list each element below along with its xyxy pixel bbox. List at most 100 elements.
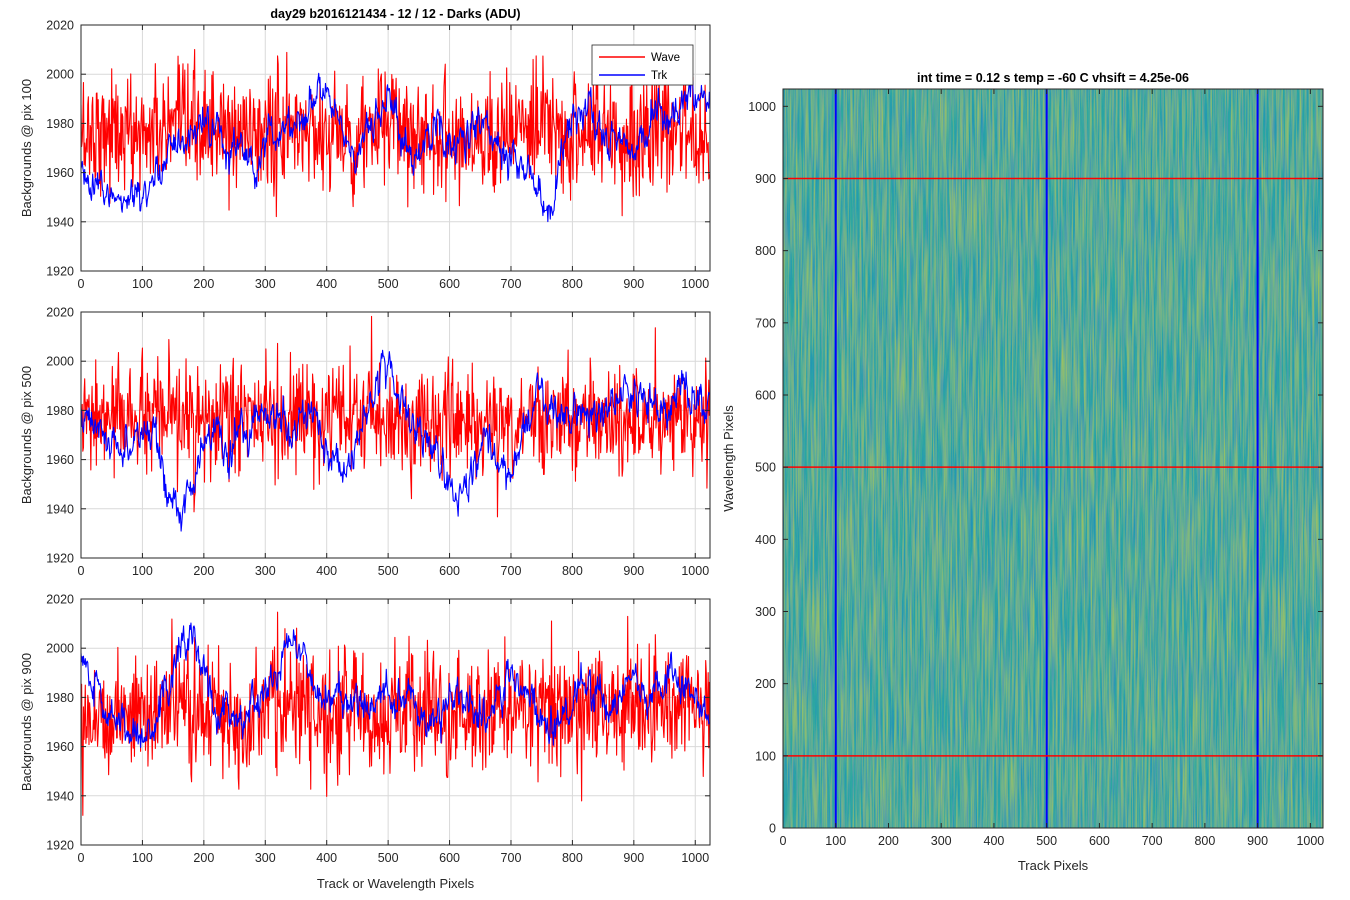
x-tick-label: 0 [78,851,85,865]
y-tick-label: 1940 [46,789,74,803]
x-tick-label: 100 [132,851,153,865]
heatmap-x-tick-label: 1000 [1296,834,1324,848]
x-tick-label: 700 [501,564,522,578]
heatmap-y-tick-label: 500 [755,461,776,475]
heatmap-x-tick-label: 700 [1142,834,1163,848]
axes-box [80,598,711,846]
y-axis-label: Backgrounds @ pix 100 [19,79,34,217]
x-tick-label: 1000 [681,851,709,865]
x-tick-label: 0 [78,277,85,291]
y-tick-label: 2000 [46,642,74,656]
y-tick-label: 2020 [46,306,74,320]
heatmap-y-tick-label: 0 [769,822,776,836]
x-tick-label: 700 [501,851,522,865]
y-tick-label: 1980 [46,691,74,705]
heatmap-title: int time = 0.12 s temp = -60 C vhsift = … [917,71,1189,85]
series-group [81,611,710,816]
legend-wave-label: Wave [651,52,680,64]
x-tick-label: 300 [255,851,276,865]
series-line-trk [81,72,710,223]
x-tick-label: 1000 [681,277,709,291]
y-tick-label: 2020 [46,593,74,607]
x-tick-label: 500 [378,277,399,291]
heatmap-x-tick-label: 500 [1036,834,1057,848]
series-group [81,315,710,532]
y-tick-label: 1960 [46,166,74,180]
axes-box [80,24,711,272]
heatmap-x-tick-label: 0 [780,834,787,848]
series-line-trk [81,622,710,749]
x-tick-label: 100 [132,564,153,578]
heatmap-lines [783,89,1323,828]
x-tick-label: 800 [562,277,583,291]
heatmap-y-tick-label: 800 [755,244,776,258]
legend-trk-label: Trk [651,70,667,82]
line-panel-3: 0 100 200 300 400 500 600 700 800 900 1000 1920 1940… [19,593,711,891]
heatmap-panel: 0 100 200 300 400 500 600 700 800 900 1000 0 100 200 3… [721,71,1324,873]
x-tick-label: 700 [501,277,522,291]
heatmap-x-tick-label: 400 [984,834,1005,848]
heatmap-xlabel: Track Pixels [1018,858,1089,873]
y-tick-label: 1980 [46,404,74,418]
x-tick-label: 500 [378,564,399,578]
legend: Wave Trk [591,44,694,86]
chart-title: day29 b2016121434 - 12 / 12 - Darks (ADU… [270,7,520,21]
y-tick-label: 1940 [46,215,74,229]
series-line-wave [81,611,710,816]
x-tick-label: 500 [378,851,399,865]
x-tick-label: 900 [623,564,644,578]
y-tick-label: 1940 [46,502,74,516]
x-tick-label: 800 [562,564,583,578]
y-axis-label: Backgrounds @ pix 900 [19,653,34,791]
x-tick-label: 400 [316,564,337,578]
heatmap-y-tick-label: 300 [755,605,776,619]
y-tick-label: 1920 [46,265,74,279]
heatmap-y-tick-label: 400 [755,533,776,547]
heatmap-y-tick-label: 900 [755,172,776,186]
x-tick-label: 1000 [681,564,709,578]
heatmap-y-tick-label: 200 [755,677,776,691]
x-tick-label: 300 [255,277,276,291]
heatmap-x-tick-label: 100 [825,834,846,848]
y-tick-label: 2000 [46,355,74,369]
x-tick-label: 600 [439,564,460,578]
x-tick-label: 400 [316,277,337,291]
x-tick-label: 400 [316,851,337,865]
heatmap-x-tick-label: 600 [1089,834,1110,848]
y-tick-label: 1920 [46,552,74,566]
x-tick-label: 900 [623,851,644,865]
x-tick-label: 600 [439,277,460,291]
y-tick-label: 2020 [46,19,74,33]
x-tick-label: 800 [562,851,583,865]
x-tick-label: 100 [132,277,153,291]
heatmap-x-tick-label: 300 [931,834,952,848]
series-group [81,49,710,223]
y-tick-label: 1980 [46,117,74,131]
heatmap-y-tick-label: 700 [755,316,776,330]
series-line-trk [81,349,710,532]
heatmap-y-tick-label: 100 [755,749,776,763]
y-axis-label: Backgrounds @ pix 500 [19,366,34,504]
y-tick-label: 1960 [46,453,74,467]
y-tick-label: 2000 [46,68,74,82]
heatmap-ticks: 0 100 200 300 400 500 600 700 800 900 1000 0 100 200 3… [748,89,1324,848]
heatmap-x-tick-label: 800 [1194,834,1215,848]
line-panels: 0 100 200 300 400 500 600 700 800 900 100019201940… [19,7,711,891]
heatmap-y-tick-label: 1000 [748,100,776,114]
heatmap-y-tick-label: 600 [755,388,776,402]
x-tick-label: 600 [439,851,460,865]
x-tick-label: 0 [78,564,85,578]
x-tick-label: 300 [255,564,276,578]
y-tick-label: 1960 [46,740,74,754]
x-tick-label: 200 [193,564,214,578]
y-tick-label: 1920 [46,839,74,853]
x-axis-label: Track or Wavelength Pixels [317,876,475,891]
heatmap-ylabel: Wavelength Pixels [721,405,736,512]
x-tick-label: 200 [193,277,214,291]
heatmap-image [783,89,1323,828]
plot-area [81,312,710,558]
heatmap-x-tick-label: 900 [1247,834,1268,848]
heatmap-axes-box [782,88,1324,829]
x-tick-label: 200 [193,851,214,865]
